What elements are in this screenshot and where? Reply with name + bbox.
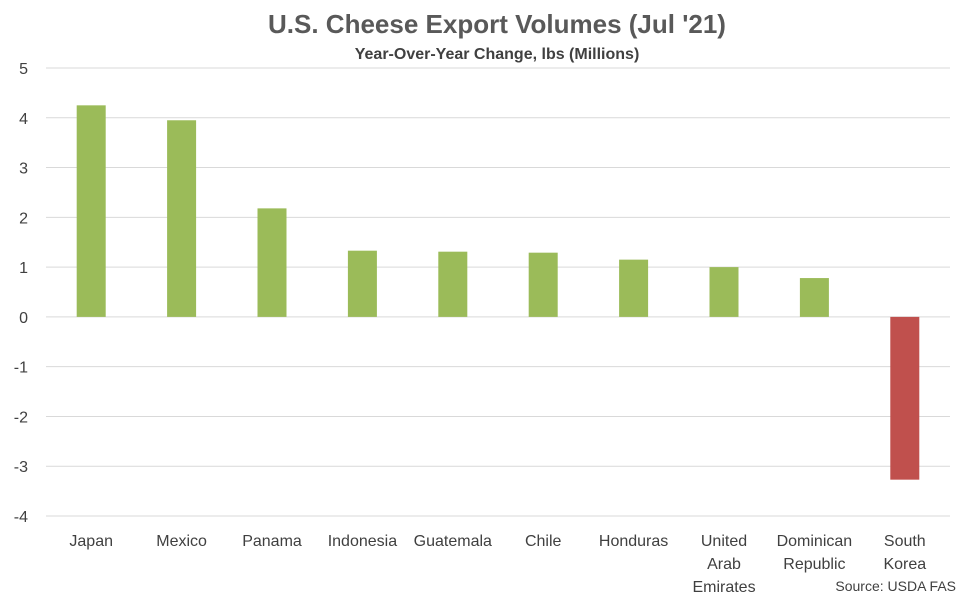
x-category-label-line: Guatemala: [414, 533, 492, 550]
bar-united-arab-emirates: [709, 267, 739, 317]
x-category-label: Honduras: [599, 533, 668, 550]
y-tick-label: 1: [19, 260, 28, 277]
bar-mexico: [167, 120, 197, 317]
bars: [76, 105, 920, 480]
x-category-label-line: Honduras: [599, 533, 668, 550]
x-category-label-line: Japan: [69, 533, 113, 550]
y-tick-label: 0: [19, 310, 28, 327]
bar-indonesia: [347, 250, 377, 317]
x-category-label: Guatemala: [414, 533, 492, 550]
y-axis-ticks: 5 4 3 2 1 0 -1 -2 -3 -4: [14, 61, 28, 526]
x-category-label: Chile: [525, 533, 562, 550]
x-category-label: United Arab Emirates: [692, 533, 755, 596]
y-tick-label: 2: [19, 210, 28, 227]
x-category-label-line: United: [701, 533, 747, 550]
x-category-label: South Korea: [883, 533, 926, 573]
x-category-label-line: Panama: [242, 533, 302, 550]
x-category-label-line: Indonesia: [328, 533, 397, 550]
x-category-label: Panama: [242, 533, 302, 550]
x-category-label-line: Dominican: [777, 533, 853, 550]
bar-chile: [528, 252, 558, 317]
y-tick-label: -1: [14, 360, 28, 377]
x-category-label: Mexico: [156, 533, 207, 550]
bar-guatemala: [438, 251, 468, 317]
y-tick-label: -3: [14, 459, 28, 476]
y-tick-label: -2: [14, 409, 28, 426]
x-category-label-line: Chile: [525, 533, 562, 550]
source-note: Source: USDA FAS: [835, 578, 956, 594]
x-category-label-line: Republic: [783, 556, 845, 573]
y-tick-label: 4: [19, 111, 28, 128]
gridlines: [46, 67, 950, 517]
x-category-label-line: South: [884, 533, 926, 550]
x-category-label: Japan: [69, 533, 113, 550]
x-category-label: Dominican Republic: [777, 533, 853, 573]
x-axis-categories: Japan Mexico Panama Indonesia Guatemala Chile…: [69, 533, 926, 596]
x-category-label-line: Arab: [707, 556, 741, 573]
bar-japan: [76, 105, 106, 317]
bar-panama: [257, 208, 287, 317]
x-category-label-line: Korea: [883, 556, 926, 573]
bar-south-korea: [890, 316, 920, 480]
y-tick-label: -4: [14, 509, 28, 526]
x-category-label-line: Mexico: [156, 533, 207, 550]
bar-honduras: [619, 259, 649, 317]
x-category-label-line: Emirates: [692, 579, 755, 596]
bar-dominican-republic: [799, 278, 829, 317]
y-tick-label: 3: [19, 161, 28, 178]
chart-title: U.S. Cheese Export Volumes (Jul '21): [268, 9, 726, 39]
y-tick-label: 5: [19, 61, 28, 78]
chart-subtitle: Year-Over-Year Change, lbs (Millions): [355, 46, 640, 63]
x-category-label: Indonesia: [328, 533, 397, 550]
